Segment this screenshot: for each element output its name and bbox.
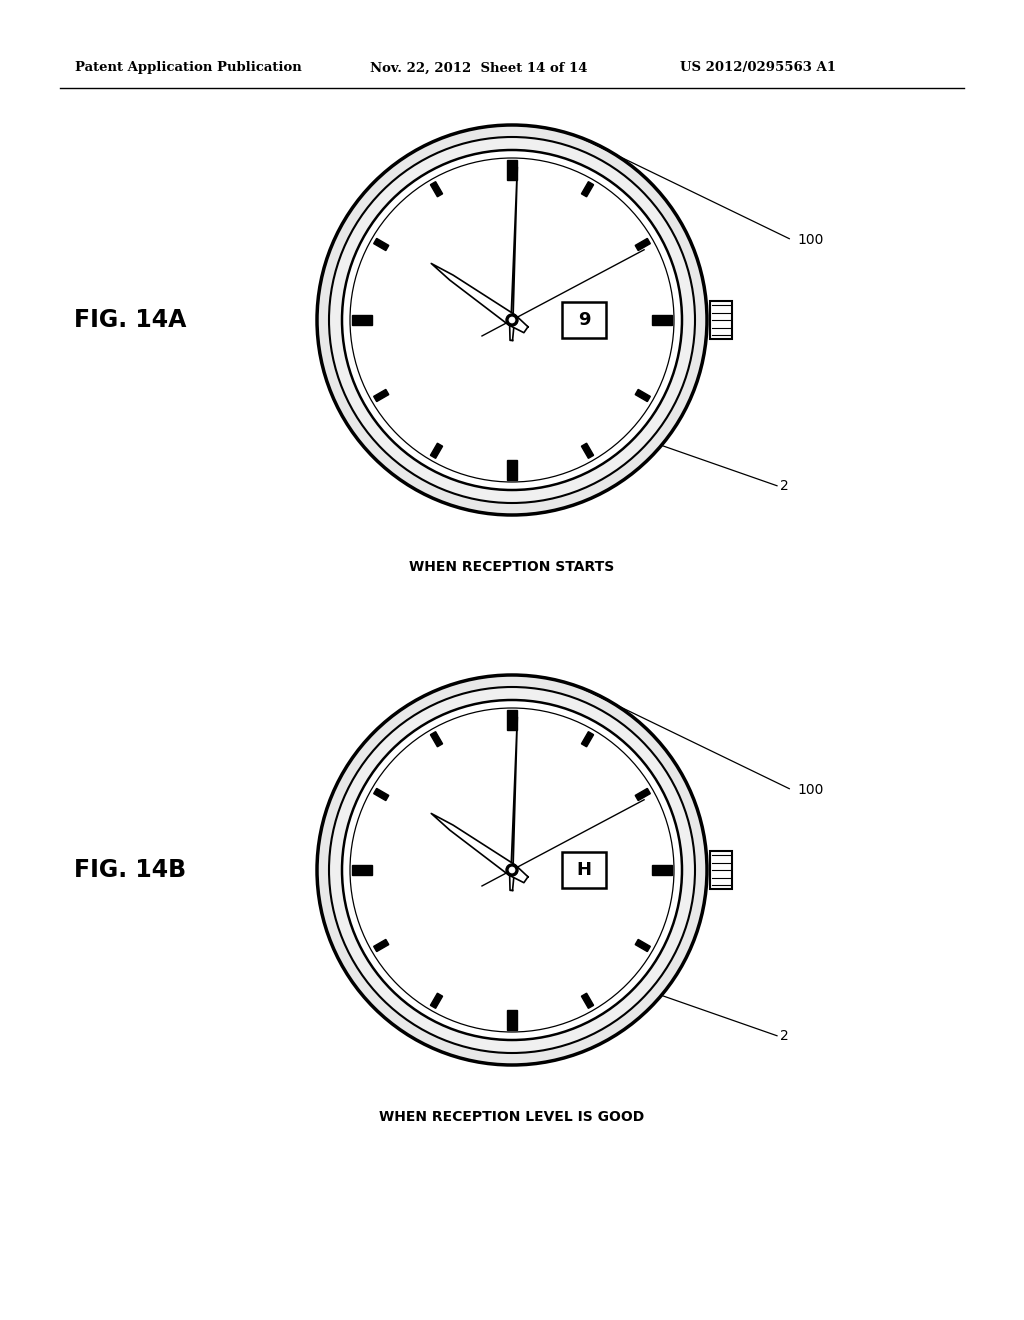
Polygon shape [635, 389, 650, 401]
Text: Patent Application Publication: Patent Application Publication [75, 62, 302, 74]
Text: 9: 9 [578, 312, 590, 329]
Polygon shape [507, 459, 517, 480]
Text: WHEN RECEPTION LEVEL IS GOOD: WHEN RECEPTION LEVEL IS GOOD [379, 1110, 645, 1125]
Polygon shape [431, 813, 528, 883]
Polygon shape [652, 315, 672, 325]
Polygon shape [374, 788, 389, 801]
Circle shape [506, 865, 518, 876]
Polygon shape [430, 444, 442, 458]
FancyBboxPatch shape [710, 851, 732, 888]
Polygon shape [582, 182, 594, 197]
FancyBboxPatch shape [562, 851, 606, 888]
Polygon shape [431, 264, 528, 333]
Circle shape [317, 675, 707, 1065]
Text: 2: 2 [780, 479, 788, 492]
Polygon shape [635, 940, 650, 952]
Polygon shape [430, 993, 442, 1008]
Text: 100: 100 [797, 234, 823, 247]
Polygon shape [510, 717, 517, 891]
Polygon shape [507, 160, 517, 180]
FancyBboxPatch shape [710, 301, 732, 339]
Circle shape [342, 150, 682, 490]
Circle shape [506, 314, 518, 326]
Text: FIG. 14B: FIG. 14B [74, 858, 186, 882]
Polygon shape [374, 239, 389, 251]
Text: Nov. 22, 2012  Sheet 14 of 14: Nov. 22, 2012 Sheet 14 of 14 [370, 62, 588, 74]
Circle shape [509, 317, 515, 323]
Text: FIG. 14A: FIG. 14A [74, 308, 186, 333]
Polygon shape [507, 710, 517, 730]
Circle shape [317, 125, 707, 515]
Polygon shape [582, 993, 594, 1008]
Polygon shape [374, 389, 389, 401]
Polygon shape [635, 239, 650, 251]
Circle shape [329, 686, 695, 1053]
Text: 2: 2 [780, 1028, 788, 1043]
Polygon shape [352, 865, 372, 875]
Circle shape [509, 867, 515, 873]
Polygon shape [430, 731, 442, 747]
Circle shape [329, 137, 695, 503]
FancyBboxPatch shape [562, 302, 606, 338]
Text: 100: 100 [797, 783, 823, 797]
Text: WHEN RECEPTION STARTS: WHEN RECEPTION STARTS [410, 560, 614, 574]
Polygon shape [374, 940, 389, 952]
Polygon shape [582, 731, 594, 747]
Polygon shape [510, 168, 517, 341]
Polygon shape [635, 788, 650, 801]
Circle shape [342, 700, 682, 1040]
Text: H: H [577, 861, 592, 879]
Polygon shape [582, 444, 594, 458]
Polygon shape [507, 1010, 517, 1030]
Polygon shape [352, 315, 372, 325]
Polygon shape [430, 182, 442, 197]
Text: US 2012/0295563 A1: US 2012/0295563 A1 [680, 62, 836, 74]
Polygon shape [652, 865, 672, 875]
